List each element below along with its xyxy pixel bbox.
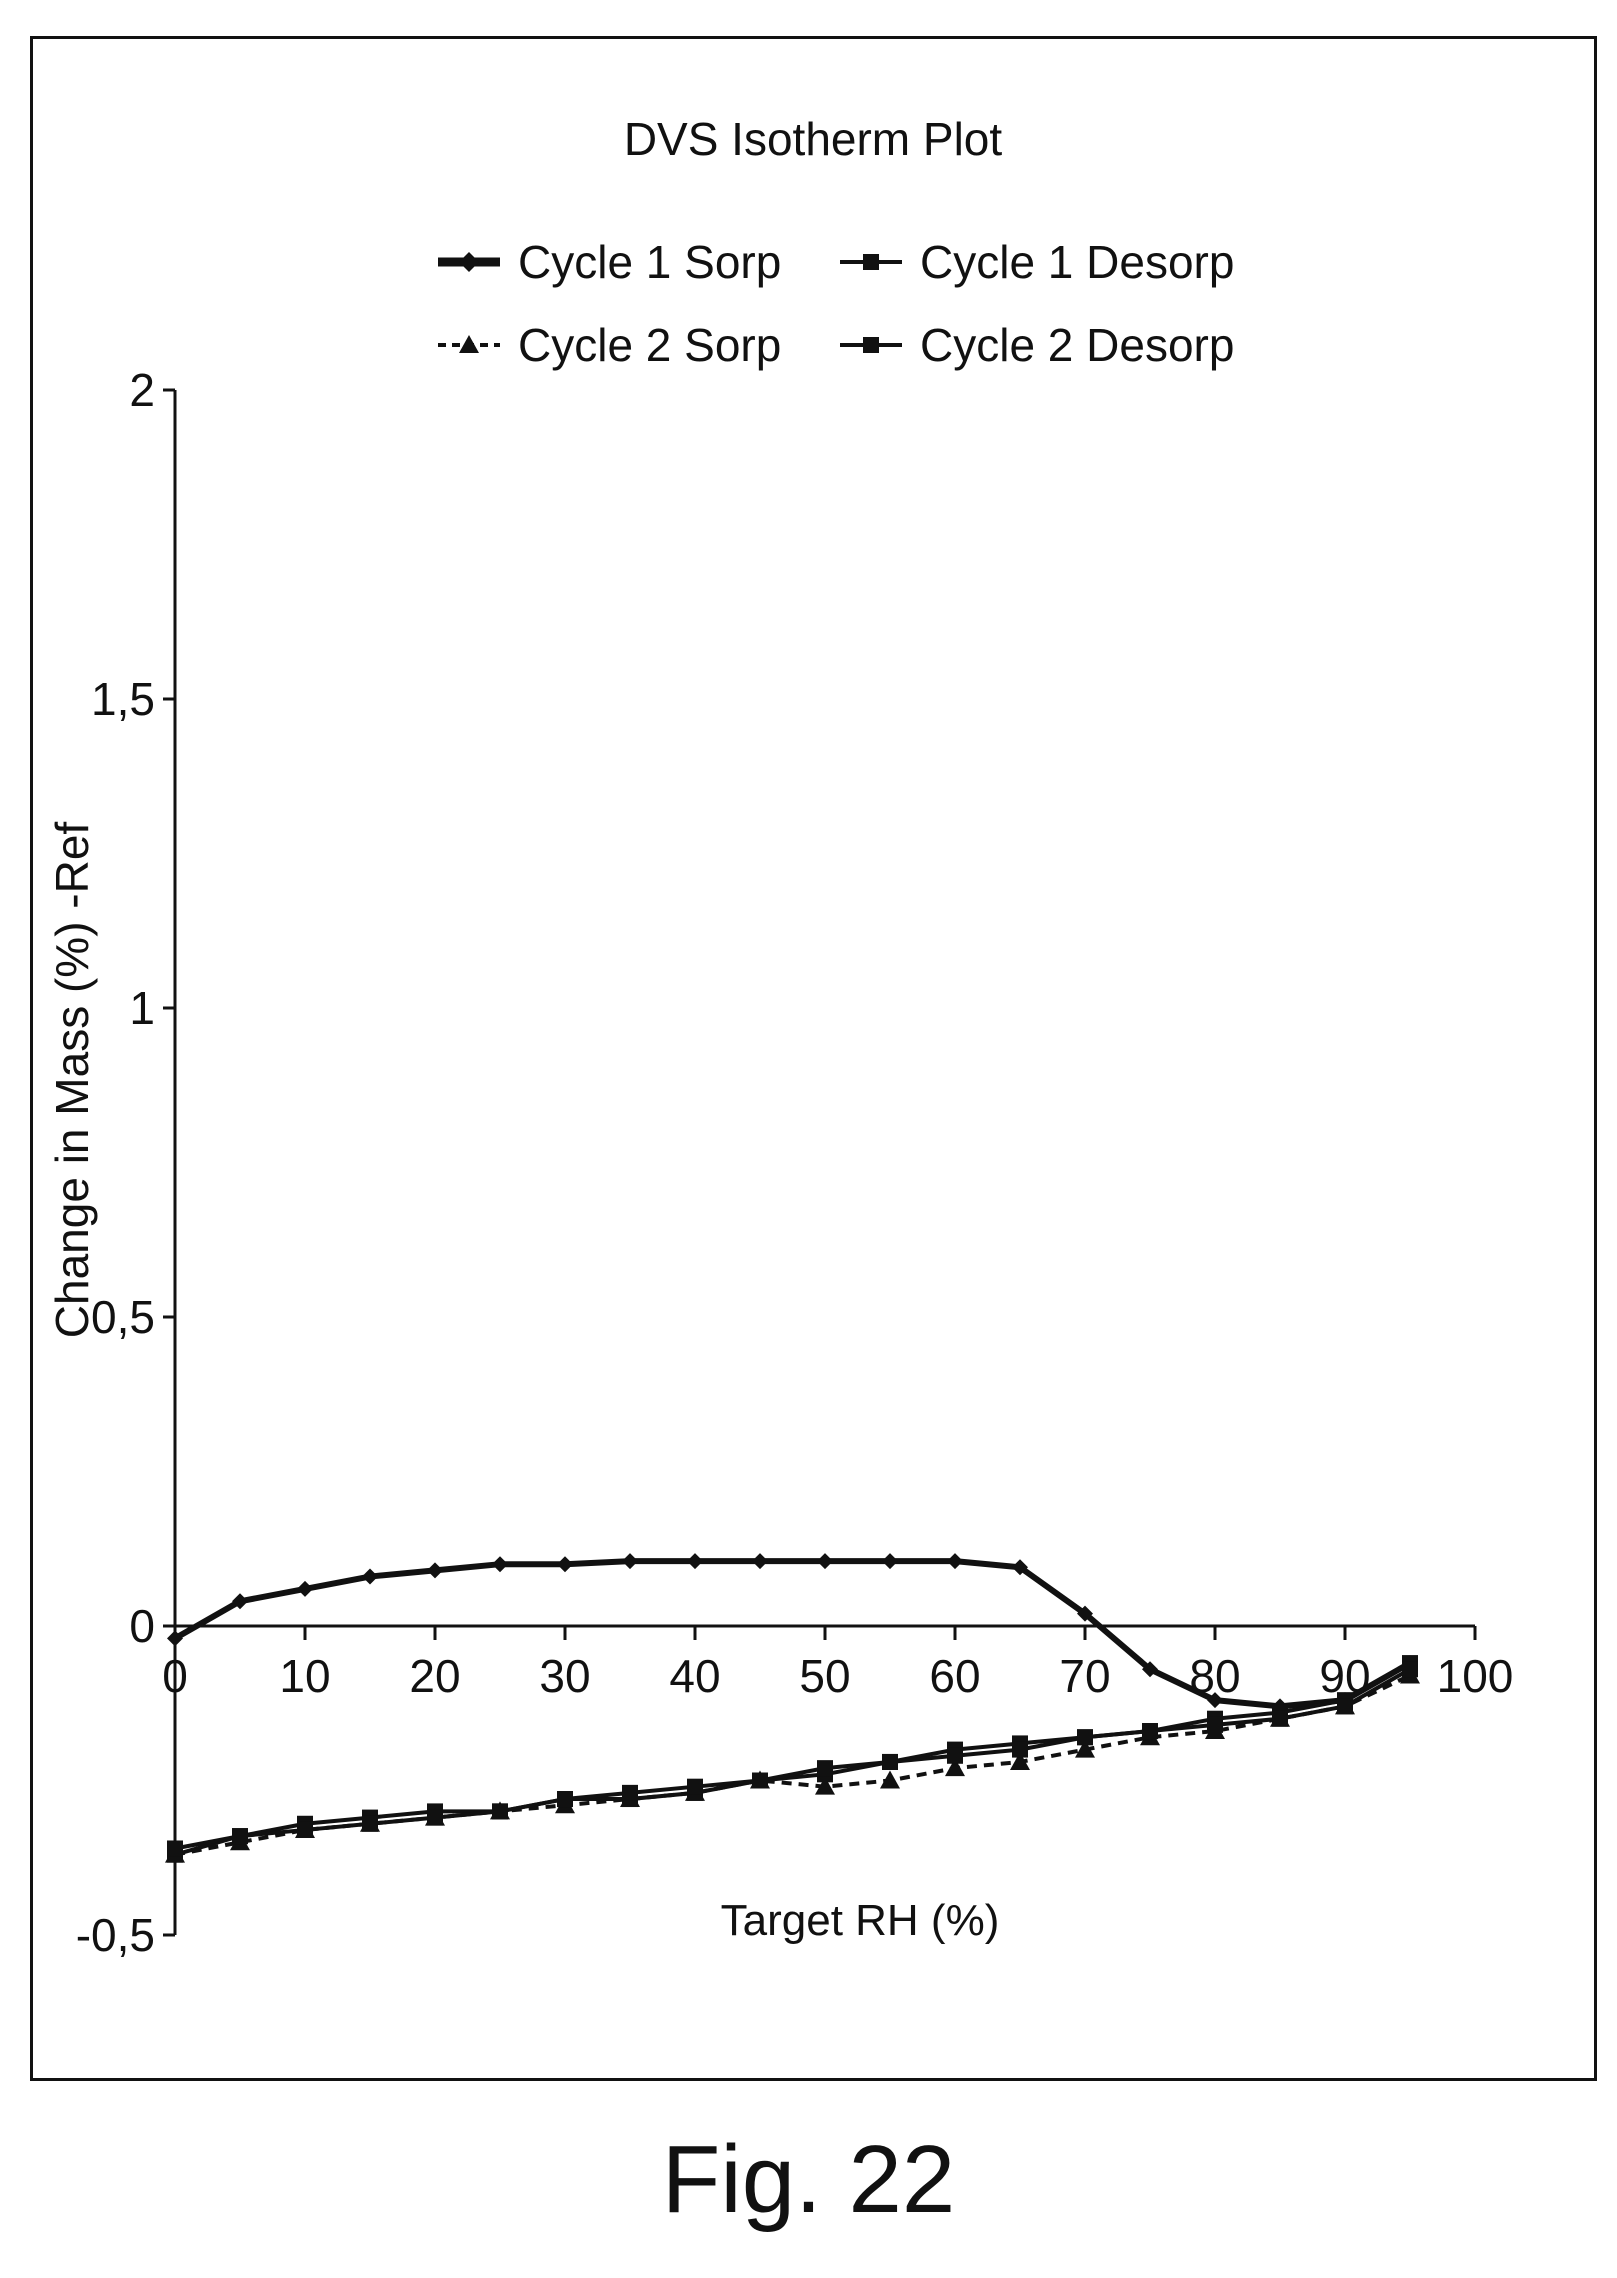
data-point [1207,1692,1223,1709]
data-point [427,1809,443,1826]
x-tick-label: 20 [409,1650,460,1702]
data-point [297,1821,313,1838]
legend-label: Cycle 2 Desorp [920,319,1234,371]
data-point [1142,1723,1158,1740]
data-point [362,1815,378,1832]
data-point [1075,1739,1095,1758]
data-point [492,1556,508,1573]
y-tick-label: 2 [129,364,155,416]
chart-axes: 0 10 20 30 40 50 60 70 80 90 100-0,500,511,52 [76,364,1514,1961]
series-line [174,1667,1411,1851]
x-tick-label: 30 [539,1650,590,1702]
series-line [174,1661,1411,1857]
y-axis-label: Change in Mass (%) -Ref [46,822,98,1339]
legend-item: Cycle 2 Sorp [438,319,781,371]
x-tick-label: 60 [929,1650,980,1702]
data-point [1142,1661,1158,1678]
y-tick-label: 1,5 [91,673,155,725]
data-point [1077,1605,1093,1622]
data-point [817,1553,833,1570]
chart-title: DVS Isotherm Plot [624,113,1003,165]
legend-label: Cycle 1 Sorp [518,236,781,288]
data-point [167,1840,183,1857]
legend-label: Cycle 2 Sorp [518,319,781,371]
data-point [557,1791,573,1808]
series-line [173,1558,1412,1710]
series-3 [167,1661,1418,1857]
chart-frame [30,36,1597,2081]
data-point [687,1778,703,1795]
data-point [622,1553,638,1570]
x-axis-label: Target RH (%) [721,1896,1000,1945]
data-point [880,1770,900,1789]
x-tick-label: 50 [799,1650,850,1702]
data-point [817,1760,833,1777]
data-point [1012,1559,1028,1576]
x-tick-label: 10 [279,1650,330,1702]
legend-item: Cycle 1 Desorp [840,236,1234,288]
legend-item: Cycle 1 Sorp [438,236,781,288]
chart-legend: Cycle 1 Sorp Cycle 1 Desorp Cycle 2 Sorp Cy… [438,236,1234,371]
data-point [1337,1698,1353,1715]
legend-marker [863,254,879,270]
data-point [947,1553,963,1570]
x-tick-label: 40 [669,1650,720,1702]
data-point [232,1828,248,1845]
chart-series-layer [165,1553,1420,1863]
data-point [1207,1716,1223,1733]
data-point [945,1758,965,1777]
data-point [1402,1661,1418,1678]
data-point [622,1784,638,1801]
legend-item: Cycle 2 Desorp [840,319,1234,371]
data-point [232,1593,248,1610]
data-point [1012,1741,1028,1758]
y-tick-label: 0,5 [91,1291,155,1343]
legend-marker [459,252,479,272]
data-point [1077,1729,1093,1746]
data-point [815,1776,835,1795]
y-tick-label: -0,5 [76,1909,155,1961]
legend-label: Cycle 1 Desorp [920,236,1234,288]
data-point [882,1553,898,1570]
data-point [492,1803,508,1820]
data-point [687,1553,703,1570]
data-point [1010,1751,1030,1770]
x-tick-label: 100 [1437,1650,1514,1702]
y-tick-label: 0 [129,1600,155,1652]
data-point [882,1753,898,1770]
data-point [1272,1710,1288,1727]
data-point [752,1772,768,1789]
data-point [427,1562,443,1579]
x-tick-label: 70 [1059,1650,1110,1702]
data-point [167,1630,183,1647]
x-tick-label: 0 [162,1650,188,1702]
legend-marker [863,337,879,353]
data-point [297,1580,313,1597]
data-point [362,1568,378,1585]
legend-marker [459,335,479,353]
y-tick-label: 1 [129,982,155,1034]
data-point [557,1556,573,1573]
data-point [947,1747,963,1764]
data-point [752,1553,768,1570]
figure-caption: Fig. 22 [661,2126,956,2233]
